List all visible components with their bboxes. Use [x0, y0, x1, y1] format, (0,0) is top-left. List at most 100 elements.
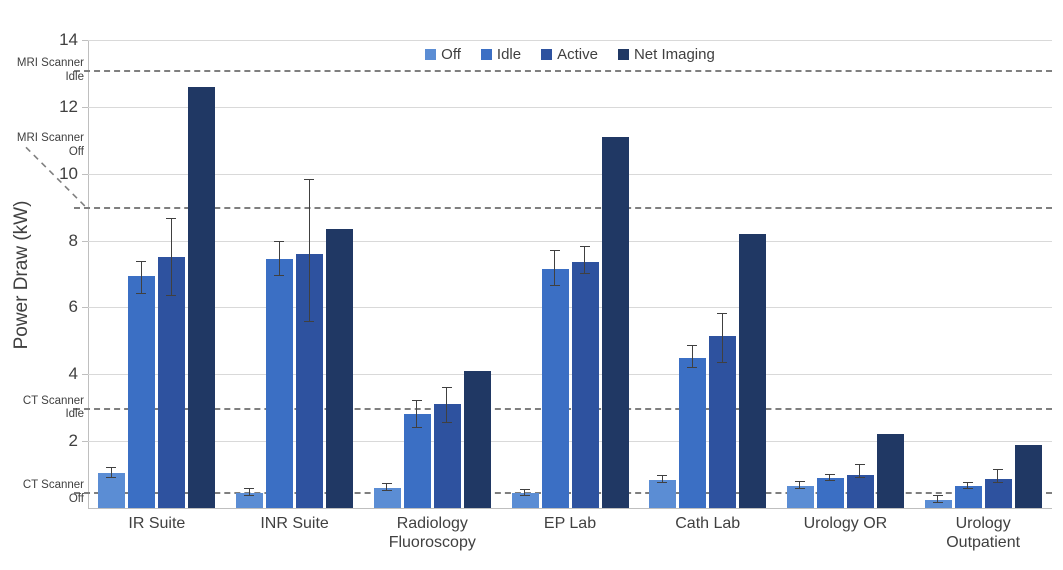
- gridline-14: [88, 40, 1052, 41]
- error-bar-cap-bottom: [274, 274, 285, 276]
- error-bar-cap-top: [519, 488, 530, 490]
- error-bar-cap-bottom: [992, 481, 1003, 483]
- x-axis-line: [88, 508, 1052, 509]
- y-tick-label-8: 8: [68, 230, 78, 250]
- error-bar-cap-bottom: [824, 480, 835, 482]
- gridline-12: [88, 106, 1052, 108]
- error-bar-cap-top: [136, 261, 147, 263]
- bar-slot: [373, 40, 401, 508]
- legend-swatch-icon: [617, 49, 629, 60]
- bar-slot: [601, 40, 629, 508]
- error-bar: [416, 401, 418, 428]
- y-tick-6: [82, 307, 88, 309]
- error-bar: [140, 262, 142, 295]
- bar-idle: [816, 477, 844, 508]
- error-bar: [278, 242, 280, 276]
- bar-slot: [541, 40, 569, 508]
- bar-off: [649, 479, 677, 508]
- error-bar: [110, 467, 112, 478]
- gridline-4: [88, 374, 1052, 376]
- error-bar: [967, 482, 969, 489]
- bar-slot: [433, 40, 461, 508]
- bar-slot: [984, 40, 1012, 508]
- legend: Off Idle Active Net Imaging: [88, 46, 1052, 63]
- error-bar-cap-bottom: [441, 421, 452, 423]
- error-bar-cap-top: [794, 480, 805, 482]
- bar-slot: [876, 40, 904, 508]
- bar-active: [571, 262, 599, 508]
- bar-slot: [326, 40, 354, 508]
- reference-line-1: [74, 207, 1052, 210]
- x-category-label-2: Radiology Fluoroscopy: [388, 515, 476, 551]
- bar-slot: [98, 40, 126, 508]
- bar-group-6: [924, 40, 1042, 508]
- x-category-label-0: IR Suite: [128, 515, 186, 532]
- legend-item-idle: Idle: [480, 46, 521, 63]
- error-bar-cap-top: [244, 487, 255, 489]
- bar-slot: [128, 40, 156, 508]
- bar-slot: [188, 40, 216, 508]
- reference-label-1: MRI Scanner Off: [16, 132, 84, 158]
- bar-group-0: [98, 40, 216, 508]
- error-bar: [386, 483, 388, 492]
- legend-label: Net Imaging: [633, 46, 715, 63]
- bar-slot: [816, 40, 844, 508]
- y-tick-label-6: 6: [68, 297, 78, 317]
- bar-slot: [158, 40, 186, 508]
- error-bar-cap-top: [549, 249, 560, 251]
- gridline-6: [88, 307, 1052, 309]
- bar-active: [984, 478, 1012, 508]
- y-axis-title: Power Draw (kW): [11, 200, 32, 350]
- bar-slot: [296, 40, 324, 508]
- error-bar-cap-top: [687, 344, 698, 346]
- error-bar-cap-bottom: [166, 294, 177, 296]
- y-tick-2: [82, 441, 88, 443]
- error-bar-cap-bottom: [717, 361, 728, 363]
- error-bar: [997, 469, 999, 483]
- bar-net-imaging: [1014, 444, 1042, 508]
- error-bar-cap-top: [824, 473, 835, 475]
- error-bar-cap-top: [962, 481, 973, 483]
- y-tick-12: [82, 106, 88, 108]
- error-bar: [446, 387, 448, 423]
- error-bar: [308, 180, 310, 323]
- bar-idle: [954, 485, 982, 508]
- bar-idle: [266, 258, 294, 508]
- bar-slot: [739, 40, 767, 508]
- error-bar: [661, 476, 663, 483]
- legend-item-net-imaging: Net Imaging: [617, 46, 715, 63]
- error-bar-cap-bottom: [244, 495, 255, 497]
- error-bar-cap-bottom: [381, 490, 392, 492]
- y-tick-4: [82, 374, 88, 376]
- reference-label-0: MRI Scanner Idle: [16, 57, 84, 83]
- error-bar: [799, 481, 801, 489]
- error-bar: [170, 218, 172, 296]
- bar-net-imaging: [463, 370, 491, 508]
- legend-item-active: Active: [541, 46, 598, 63]
- bar-slot: [511, 40, 539, 508]
- bar-group-2: [373, 40, 491, 508]
- x-category-label-1: INR Suite: [260, 515, 329, 532]
- bar-idle: [679, 357, 707, 508]
- bar-slot: [463, 40, 491, 508]
- bar-group-4: [649, 40, 767, 508]
- error-bar-cap-bottom: [411, 426, 422, 428]
- bar-slot: [649, 40, 677, 508]
- error-bar-cap-bottom: [106, 476, 117, 478]
- legend-label: Active: [557, 46, 598, 63]
- bar-active: [296, 253, 324, 508]
- bar-off: [511, 492, 539, 508]
- bar-group-5: [786, 40, 904, 508]
- error-bar-cap-top: [717, 313, 728, 315]
- reference-label-3: CT Scanner Off: [22, 479, 84, 505]
- bar-slot: [1014, 40, 1042, 508]
- error-bar: [584, 247, 585, 274]
- error-bar: [248, 488, 250, 497]
- bar-off: [98, 472, 126, 508]
- error-bar: [524, 489, 525, 497]
- y-tick-label-14: 14: [59, 30, 78, 49]
- reference-label-2: CT Scanner Idle: [22, 394, 84, 421]
- bar-net-imaging: [326, 228, 354, 508]
- bar-slot: [403, 40, 431, 508]
